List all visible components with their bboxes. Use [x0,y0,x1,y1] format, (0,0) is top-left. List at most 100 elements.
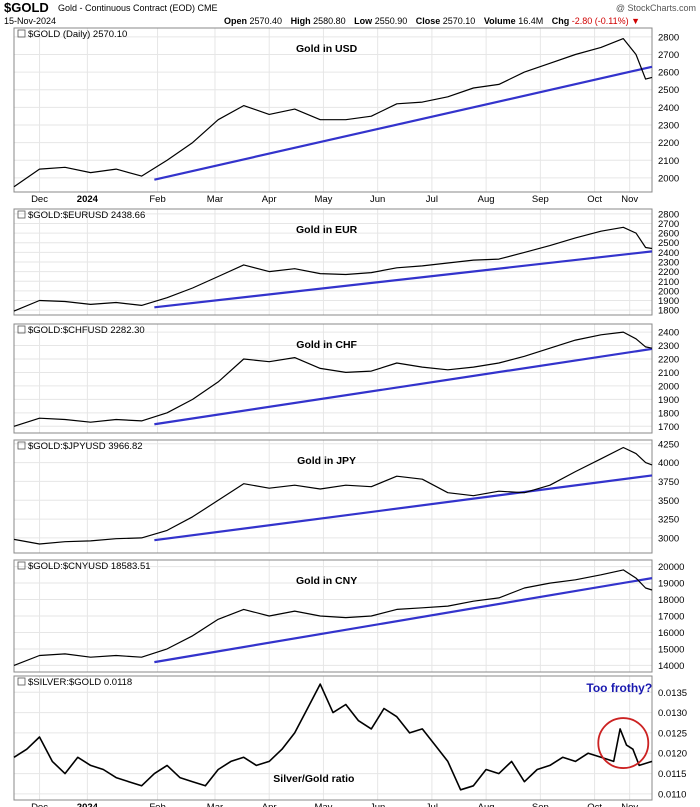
chg-label: Chg [551,16,570,26]
chart-panel-3: 3000 3250 3500 3750 4000 4250 $GOLD:$JPYUSD 39… [13,439,679,554]
open-label: Open [224,16,248,26]
y-tick-label-5-2: 0.0120 [658,749,687,760]
y-tick-label-4-3: 17000 [658,612,684,623]
annotation-label: Too frothy? [586,681,652,695]
x-tick-label-5-2: Feb [149,802,165,807]
y-tick-label-4-1: 15000 [658,644,684,655]
panel-label-3: Gold in JPY [297,455,356,467]
y-tick-label-1-0: 1800 [658,306,679,317]
panel-frame-5 [13,675,653,801]
x-tick-label-0-6: Jun [370,194,385,205]
legend-label-2: $GOLD:$CHFUSD 2282.30 [28,325,145,336]
y-tick-label-1-4: 2200 [658,267,679,278]
y-tick-label-4-0: 14000 [658,661,684,672]
x-tick-label-5-4: Apr [262,802,277,807]
y-tick-label-1-3: 2100 [658,277,679,288]
low-label: Low [354,16,373,26]
legend-label-1: $GOLD:$EURUSD 2438.66 [28,210,145,221]
quote-bar: Open 2570.40 High 2580.80 Low 2550.90 Cl… [218,16,640,26]
down-arrow-icon: ▼ [631,16,641,26]
y-tick-label-5-5: 0.0135 [658,688,687,699]
x-tick-label-5-6: Jun [370,802,385,807]
y-tick-label-2-5: 2200 [658,354,679,365]
chart-header: $GOLD Gold - Continuous Contract (EOD) C… [0,0,700,28]
y-tick-label-1-2: 2000 [658,286,679,297]
contract-subtitle: Gold - Continuous Contract (EOD) CME [58,3,218,13]
close-value: 2570.10 [442,16,476,26]
frothy-circle [597,717,650,769]
price-series-5 [13,683,653,791]
y-tick-label-5-4: 0.0130 [658,708,687,719]
legend-label-3: $GOLD:$JPYUSD 3966.82 [28,441,143,452]
y-tick-label-4-2: 16000 [658,628,684,639]
y-tick-label-2-7: 2400 [658,328,679,339]
volume-label: Volume [483,16,516,26]
y-tick-label-1-5: 2300 [658,258,679,269]
legend-label-0: $GOLD (Daily) 2570.10 [28,29,127,40]
x-tick-label-5-3: Mar [207,802,223,807]
x-tick-label-5-11: Nov [621,802,638,807]
y-tick-label-0-7: 2700 [658,50,679,61]
price-series-1 [13,226,653,312]
trendline-1 [154,250,653,309]
chart-panel-2: 1700 1800 1900 2000 2100 2200 2300 2400 $GOLD:$C… [13,323,679,434]
y-tick-label-1-6: 2400 [658,248,679,259]
price-series-4 [13,569,653,666]
volume-value: 16.4M [518,16,544,26]
y-tick-label-1-9: 2700 [658,219,679,230]
panel-label-4: Gold in CNY [296,575,357,587]
y-tick-label-0-5: 2500 [658,85,679,96]
price-series-2 [13,331,653,427]
legend-swatch-2 [17,325,26,334]
y-tick-label-0-6: 2600 [658,68,679,79]
y-tick-label-0-4: 2400 [658,103,679,114]
y-tick-label-2-4: 2100 [658,368,679,379]
x-tick-label-0-7: Jul [426,194,438,205]
y-tick-label-3-0: 3000 [658,533,679,544]
panel-label-5: Silver/Gold ratio [273,773,354,785]
price-series-3 [13,446,653,545]
chg-value: -2.80 (-0.11%) [571,16,629,26]
trendline-2 [154,347,653,426]
high-value: 2580.80 [313,16,346,26]
y-tick-label-2-6: 2300 [658,341,679,352]
y-tick-label-0-8: 2800 [658,32,679,43]
trendline-3 [154,474,653,542]
date-label: 15-Nov-2024 [4,16,57,26]
trendline-4 [154,577,653,664]
y-tick-label-4-4: 18000 [658,595,684,606]
y-tick-label-2-1: 1800 [658,408,679,419]
x-tick-label-5-0: Dec [31,802,48,807]
legend-swatch-3 [17,441,26,450]
y-tick-label-5-3: 0.0125 [658,728,687,739]
y-tick-label-0-2: 2200 [658,138,679,149]
x-tick-label-5-8: Aug [478,802,495,807]
price-series-0 [13,37,653,188]
chart-panel-4: 14000 15000 16000 17000 18000 19000 20000 $GOLD… [13,559,684,673]
high-label: High [290,16,311,26]
open-value: 2570.40 [249,16,283,26]
x-tick-label-0-8: Aug [478,194,495,205]
y-tick-label-2-0: 1700 [658,422,679,433]
panel-frame-0 [13,27,653,193]
legend-swatch-0 [17,29,26,38]
y-tick-label-1-8: 2600 [658,229,679,240]
symbol-label: $GOLD [4,0,49,15]
legend-swatch-1 [17,210,26,219]
x-tick-label-5-7: Jul [426,802,438,807]
trendline-0 [154,65,653,181]
x-tick-label-0-3: Mar [207,194,223,205]
y-tick-label-4-6: 20000 [658,562,684,573]
y-tick-label-1-7: 2500 [658,238,679,249]
x-tick-label-0-9: Sep [532,194,549,205]
x-tick-label-0-10: Oct [587,194,602,205]
chart-panel-5: 0.0110 0.0115 0.0120 0.0125 0.0130 0.0135 $SIL… [13,675,687,807]
x-tick-label-0-11: Nov [621,194,638,205]
x-tick-label-0-4: Apr [262,194,277,205]
y-tick-label-0-1: 2100 [658,156,679,167]
y-tick-label-2-3: 2000 [658,381,679,392]
y-tick-label-3-4: 4000 [658,458,679,469]
x-tick-label-0-5: May [314,194,332,205]
x-tick-label-5-9: Sep [532,802,549,807]
y-tick-label-3-5: 4250 [658,439,679,450]
